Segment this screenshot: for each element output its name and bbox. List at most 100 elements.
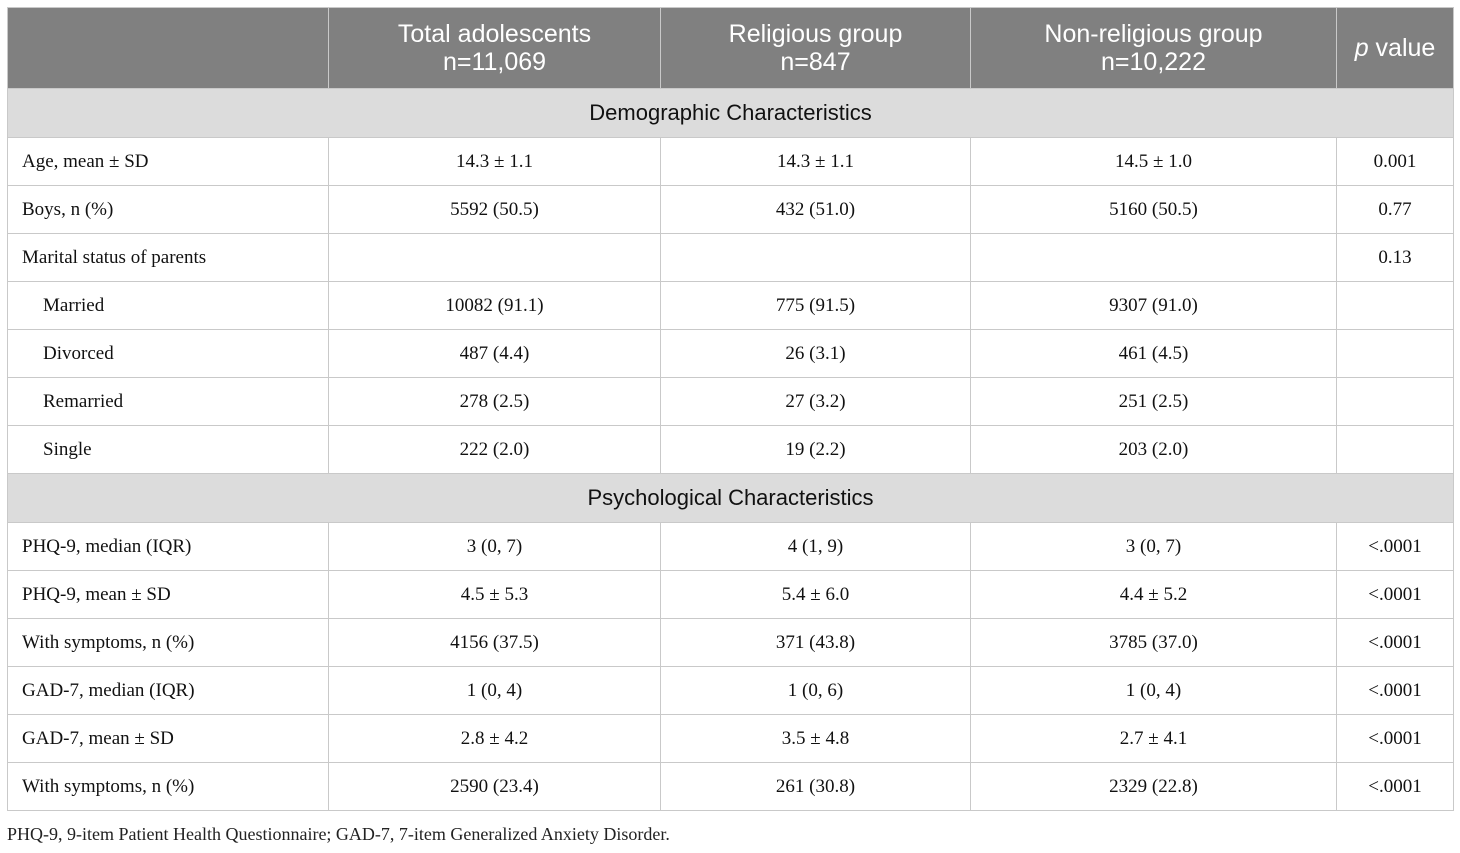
header-nonreligious-label: Non-religious group <box>1044 20 1263 48</box>
cell-religious: 1 (0, 6) <box>660 666 971 715</box>
row-label: PHQ-9, mean ± SD <box>7 570 329 619</box>
section-header-row: Demographic Characteristics <box>7 88 1454 138</box>
cell-religious: 775 (91.5) <box>660 281 971 330</box>
cell-religious: 27 (3.2) <box>660 377 971 426</box>
row-label: GAD-7, median (IQR) <box>7 666 329 715</box>
cell-total: 2590 (23.4) <box>328 762 661 811</box>
table-body: Demographic Characteristics Age, mean ± S… <box>7 88 1454 811</box>
cell-religious: 5.4 ± 6.0 <box>660 570 971 619</box>
cell-nonreligious: 9307 (91.0) <box>970 281 1337 330</box>
header-nonreligious-n: n=10,222 <box>1101 48 1206 76</box>
header-total-n: n=11,069 <box>442 48 547 76</box>
header-nonreligious-group: Non-religious group n=10,222 <box>970 7 1337 89</box>
cell-total <box>328 233 661 282</box>
cell-total: 4156 (37.5) <box>328 618 661 667</box>
cell-religious: 371 (43.8) <box>660 618 971 667</box>
section-title: Psychological Characteristics <box>7 473 1454 523</box>
header-religious-n: n=847 <box>780 48 851 76</box>
cell-nonreligious <box>970 233 1337 282</box>
cell-nonreligious: 3785 (37.0) <box>970 618 1337 667</box>
cell-total: 10082 (91.1) <box>328 281 661 330</box>
cell-nonreligious: 4.4 ± 5.2 <box>970 570 1337 619</box>
header-p-rest: value <box>1368 34 1436 62</box>
row-label: Divorced <box>7 329 329 378</box>
row-label: Boys, n (%) <box>7 185 329 234</box>
row-label: Married <box>7 281 329 330</box>
row-label: Marital status of parents <box>7 233 329 282</box>
cell-p-value: 0.13 <box>1336 233 1454 282</box>
cell-total: 2.8 ± 4.2 <box>328 714 661 763</box>
table-row: With symptoms, n (%) 4156 (37.5) 371 (43.8… <box>7 618 1454 667</box>
cell-nonreligious: 1 (0, 4) <box>970 666 1337 715</box>
cell-p-value: <.0001 <box>1336 570 1454 619</box>
row-label: Age, mean ± SD <box>7 137 329 186</box>
section-title: Demographic Characteristics <box>7 88 1454 138</box>
cell-p-value: 0.77 <box>1336 185 1454 234</box>
header-total-adolescents: Total adolescents n=11,069 <box>328 7 661 89</box>
cell-p-value: <.0001 <box>1336 522 1454 571</box>
table-row: PHQ-9, mean ± SD 4.5 ± 5.3 5.4 ± 6.0 4.4 ± … <box>7 570 1454 619</box>
cell-nonreligious: 2.7 ± 4.1 <box>970 714 1337 763</box>
cell-religious <box>660 233 971 282</box>
cell-p-value <box>1336 425 1454 474</box>
table-header: Total adolescents n=11,069 Religious gro… <box>7 7 1454 89</box>
cell-nonreligious: 461 (4.5) <box>970 329 1337 378</box>
cell-total: 487 (4.4) <box>328 329 661 378</box>
table-row: GAD-7, mean ± SD 2.8 ± 4.2 3.5 ± 4.8 2.7 ± … <box>7 714 1454 763</box>
table-row: PHQ-9, median (IQR) 3 (0, 7) 4 (1, 9) 3 (0,… <box>7 522 1454 571</box>
table-row: Single 222 (2.0) 19 (2.2) 203 (2.0) <box>7 425 1454 474</box>
cell-religious: 26 (3.1) <box>660 329 971 378</box>
header-total-label: Total adolescents <box>397 20 592 48</box>
header-religious-label: Religious group <box>728 20 903 48</box>
cell-p-value: <.0001 <box>1336 762 1454 811</box>
cell-p-value: <.0001 <box>1336 618 1454 667</box>
cell-nonreligious: 14.5 ± 1.0 <box>970 137 1337 186</box>
cell-religious: 3.5 ± 4.8 <box>660 714 971 763</box>
cell-religious: 4 (1, 9) <box>660 522 971 571</box>
cell-religious: 432 (51.0) <box>660 185 971 234</box>
row-label: Single <box>7 425 329 474</box>
cell-total: 1 (0, 4) <box>328 666 661 715</box>
section-header-row: Psychological Characteristics <box>7 473 1454 523</box>
header-empty-cell <box>7 7 329 89</box>
row-label: PHQ-9, median (IQR) <box>7 522 329 571</box>
row-label: With symptoms, n (%) <box>7 762 329 811</box>
table-row: With symptoms, n (%) 2590 (23.4) 261 (30.8… <box>7 762 1454 811</box>
cell-total: 5592 (50.5) <box>328 185 661 234</box>
cell-total: 14.3 ± 1.1 <box>328 137 661 186</box>
cell-p-value: <.0001 <box>1336 714 1454 763</box>
cell-p-value <box>1336 281 1454 330</box>
cell-nonreligious: 5160 (50.5) <box>970 185 1337 234</box>
row-label: GAD-7, mean ± SD <box>7 714 329 763</box>
cell-nonreligious: 251 (2.5) <box>970 377 1337 426</box>
cell-religious: 19 (2.2) <box>660 425 971 474</box>
cell-total: 278 (2.5) <box>328 377 661 426</box>
table-row: Age, mean ± SD 14.3 ± 1.1 14.3 ± 1.1 14.5 ±… <box>7 137 1454 186</box>
table-row: Remarried 278 (2.5) 27 (3.2) 251 (2.5) <box>7 377 1454 426</box>
cell-nonreligious: 3 (0, 7) <box>970 522 1337 571</box>
cell-p-value: 0.001 <box>1336 137 1454 186</box>
cell-total: 3 (0, 7) <box>328 522 661 571</box>
cell-p-value <box>1336 329 1454 378</box>
cell-religious: 14.3 ± 1.1 <box>660 137 971 186</box>
cell-p-value <box>1336 377 1454 426</box>
cell-total: 222 (2.0) <box>328 425 661 474</box>
row-label: With symptoms, n (%) <box>7 618 329 667</box>
table-row: Divorced 487 (4.4) 26 (3.1) 461 (4.5) <box>7 329 1454 378</box>
cell-total: 4.5 ± 5.3 <box>328 570 661 619</box>
header-row: Total adolescents n=11,069 Religious gro… <box>7 7 1454 89</box>
header-p-italic: p <box>1354 34 1369 62</box>
cell-nonreligious: 203 (2.0) <box>970 425 1337 474</box>
table-row: Married 10082 (91.1) 775 (91.5) 9307 (91.0) <box>7 281 1454 330</box>
table-row: GAD-7, median (IQR) 1 (0, 4) 1 (0, 6) 1 (0,… <box>7 666 1454 715</box>
cell-religious: 261 (30.8) <box>660 762 971 811</box>
characteristics-table-container: Total adolescents n=11,069 Religious gro… <box>7 7 1454 811</box>
row-label: Remarried <box>7 377 329 426</box>
characteristics-table: Total adolescents n=11,069 Religious gro… <box>7 7 1454 811</box>
cell-nonreligious: 2329 (22.8) <box>970 762 1337 811</box>
table-footnote: PHQ-9, 9-item Patient Health Questionnai… <box>7 824 670 844</box>
header-religious-group: Religious group n=847 <box>660 7 971 89</box>
table-row: Boys, n (%) 5592 (50.5) 432 (51.0) 5160 (50… <box>7 185 1454 234</box>
header-p-value: p value <box>1336 7 1454 89</box>
cell-p-value: <.0001 <box>1336 666 1454 715</box>
